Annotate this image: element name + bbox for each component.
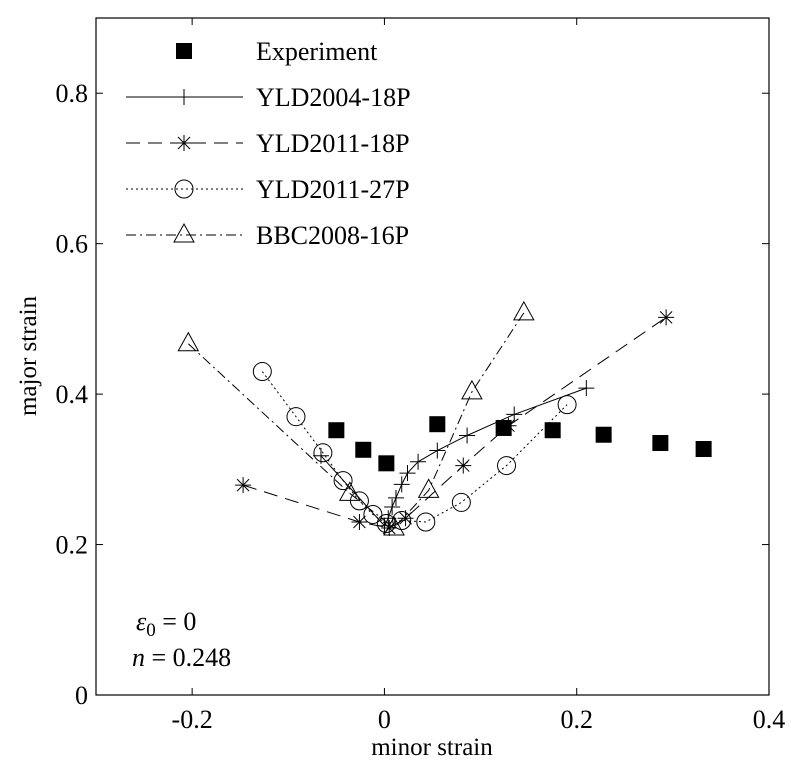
- data-point-yld2011-27p: [376, 513, 396, 533]
- data-point-yld2011-27p: [392, 510, 412, 530]
- data-point-yld2011-27p: [451, 492, 471, 512]
- data-point-yld2011-18p: [351, 513, 368, 530]
- data-point-yld2004-18p: [410, 453, 427, 470]
- data-point-yld2011-18p: [658, 309, 675, 326]
- data-point-yld2004-18p: [393, 476, 410, 493]
- data-point-experiment: [544, 422, 561, 439]
- asterisk-stroke: [502, 419, 515, 433]
- legend-label-bbc2008-16p: BBC2008-16P: [256, 221, 409, 250]
- y-tick-label: 0.2: [56, 531, 89, 560]
- legend-label-yld2011-18p: YLD2011-18P: [256, 129, 410, 158]
- hardening-annotation: n = 0.248: [132, 643, 231, 672]
- epsilon-value: = 0: [156, 607, 197, 636]
- axis-ticks: -0.2 0 0.2 0.4 0 0.2 0.4 0.6 0.8: [56, 18, 786, 734]
- x-tick-label: -0.2: [172, 705, 213, 734]
- epsilon-subscript: 0: [146, 620, 156, 641]
- data-point-yld2011-18p: [455, 457, 472, 474]
- x-tick-label: 0.2: [560, 705, 593, 734]
- data-point-yld2011-27p: [333, 471, 353, 491]
- legend-marker-yld2004-18p: [176, 89, 192, 105]
- legend-entry-bbc2008-16p: BBC2008-16P: [126, 221, 409, 250]
- data-point-yld2011-27p: [349, 491, 369, 511]
- asterisk-stroke: [399, 511, 412, 525]
- data-point-bbc2008-16p: [338, 481, 361, 501]
- series-yld2011-27p: [252, 362, 577, 533]
- epsilon-symbol: ε: [136, 607, 147, 636]
- n-value: = 0.248: [145, 643, 231, 672]
- x-tick-label: 0: [378, 705, 391, 734]
- asterisk-stroke: [456, 459, 470, 472]
- asterisk-stroke: [659, 311, 673, 324]
- data-point-experiment: [429, 416, 446, 433]
- data-point-experiment: [495, 419, 512, 436]
- series-line-yld2004-18p: [320, 387, 587, 527]
- data-point-yld2011-27p: [313, 443, 333, 463]
- asterisk-stroke: [353, 515, 366, 529]
- series-yld2004-18p: [312, 380, 595, 534]
- data-point-bbc2008-16p: [512, 300, 535, 321]
- data-point-bbc2008-16p: [383, 515, 405, 536]
- data-point-yld2004-18p: [384, 498, 401, 515]
- n-symbol: n: [132, 643, 145, 672]
- data-point-experiment: [695, 441, 712, 458]
- legend-label-yld2004-18p: YLD2004-18P: [256, 83, 411, 112]
- series-bbc2008-16p: [177, 300, 535, 536]
- series-line-bbc2008-16p: [187, 312, 525, 529]
- y-tick-label: 0.8: [56, 79, 89, 108]
- x-axis-label: minor strain: [371, 734, 493, 760]
- data-point-experiment: [595, 426, 612, 443]
- data-point-yld2011-27p: [363, 504, 383, 524]
- legend-entry-yld2011-18p: YLD2011-18P: [126, 129, 410, 158]
- data-point-yld2011-27p: [497, 456, 517, 476]
- legend: Experiment YLD2004-18P YLD2011-18P YLD2011-…: [126, 37, 411, 250]
- data-point-yld2011-18p: [235, 477, 252, 494]
- x-tick-label: 0.4: [753, 705, 786, 734]
- data-point-yld2011-27p: [286, 407, 306, 427]
- y-tick-label: 0.6: [56, 230, 89, 259]
- legend-entry-experiment: Experiment: [176, 37, 378, 66]
- data-point-experiment: [355, 441, 372, 458]
- data-point-bbc2008-16p: [461, 379, 483, 400]
- strain-ratio-annotation: ε0 = 0: [136, 607, 196, 641]
- series-yld2011-18p: [235, 309, 675, 537]
- y-tick-label: 0.4: [56, 380, 89, 409]
- data-point-yld2011-27p: [252, 362, 272, 382]
- data-point-yld2004-18p: [429, 442, 446, 459]
- data-point-yld2004-18p: [399, 465, 416, 482]
- data-point-bbc2008-16p: [177, 331, 200, 352]
- y-tick-label: 0: [75, 681, 88, 710]
- legend-marker-yld2011-27p: [174, 179, 194, 199]
- series-experiment: [328, 416, 712, 472]
- legend-entry-yld2004-18p: YLD2004-18P: [126, 83, 411, 112]
- legend-entry-yld2011-27p: YLD2011-27P: [126, 175, 410, 204]
- data-point-yld2004-18p: [578, 380, 595, 397]
- legend-marker-experiment: [176, 43, 192, 59]
- series-line-yld2011-27p: [261, 371, 568, 525]
- legend-label-experiment: Experiment: [256, 37, 378, 66]
- data-point-experiment: [378, 455, 395, 472]
- asterisk-stroke: [236, 478, 250, 492]
- series-layer: [177, 300, 712, 537]
- plot-frame: [95, 17, 770, 696]
- data-point-yld2004-18p: [459, 427, 476, 444]
- legend-marker-bbc2008-16p: [173, 222, 195, 243]
- data-point-experiment: [328, 422, 345, 439]
- y-axis-label: major strain: [15, 295, 42, 416]
- data-point-bbc2008-16p: [417, 478, 440, 498]
- data-point-yld2011-18p: [500, 417, 517, 434]
- legend-marker-yld2011-18p: [176, 135, 192, 151]
- data-point-experiment: [652, 435, 669, 452]
- asterisk-stroke: [177, 136, 191, 150]
- legend-label-yld2011-27p: YLD2011-27P: [256, 175, 410, 204]
- data-point-yld2011-27p: [416, 512, 436, 532]
- data-point-yld2011-27p: [557, 395, 577, 415]
- data-point-yld2004-18p: [387, 489, 404, 506]
